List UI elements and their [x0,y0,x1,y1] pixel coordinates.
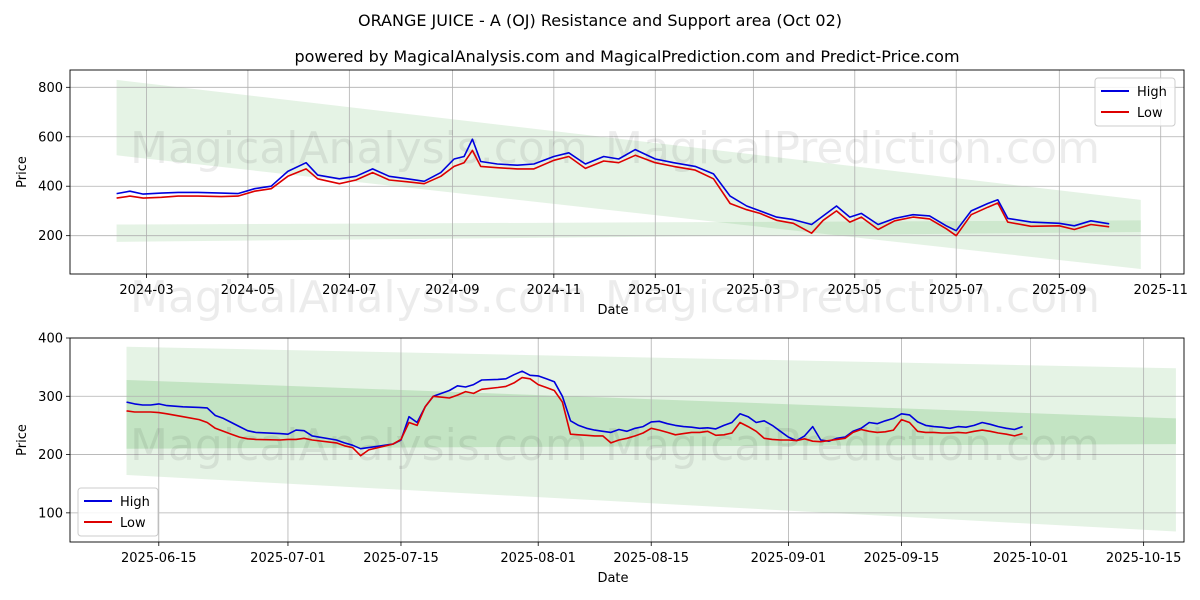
y-tick-label: 300 [38,390,63,405]
x-tick-label: 2025-08-15 [613,551,689,566]
x-tick-label: 2025-09-01 [751,551,827,566]
legend-label-low: Low [120,516,146,531]
y-tick-label: 400 [38,180,63,195]
watermark-text: MagicalAnalysis.com [130,272,588,323]
x-tick-label: 2025-03 [726,283,780,298]
series-line-low [116,149,1110,237]
watermark-text: MagicalAnalysis.com [130,123,588,174]
x-tick-label: 2025-01 [628,283,682,298]
x-axis-label: Date [597,303,628,318]
series-line-high [126,370,1023,450]
x-tick-label: 2025-07 [929,283,983,298]
legend-label-high: High [120,495,150,510]
watermark-text: MagicalAnalysis.com [130,420,588,471]
watermark-text: MagicalPrediction.com [605,272,1100,323]
y-tick-label: 800 [38,81,63,96]
x-tick-label: 2025-07-01 [250,551,326,566]
x-tick-label: 2024-09 [425,283,479,298]
x-tick-label: 2025-09-15 [864,551,940,566]
legend: High Low [1094,77,1176,127]
x-tick-label: 2025-05 [828,283,882,298]
x-tick-label: 2025-11 [1134,283,1188,298]
x-tick-label: 2025-10-15 [1106,551,1182,566]
x-tick-label: 2025-07-15 [363,551,439,566]
top-panel: 200 400 600 800 2024-03 2024-05 2024-07 2024-09… [15,69,1188,323]
legend-label-high: High [1137,85,1167,100]
x-tick-label: 2024-07 [322,283,376,298]
x-tick-label: 2025-06-15 [121,551,197,566]
x-tick-label: 2024-05 [221,283,275,298]
y-tick-label: 200 [38,448,63,463]
series-line-low [126,376,1023,457]
x-tick-label: 2025-10-01 [993,551,1069,566]
y-tick-label: 100 [38,506,63,521]
x-tick-label: 2024-03 [119,283,173,298]
y-tick-label: 200 [38,229,63,244]
bottom-panel: 100 200 300 400 2025-06-15 2025-07-01 2025-07-… [15,332,1185,586]
support-resistance-band-0 [116,79,1141,270]
chart-subtitle: powered by MagicalAnalysis.com and Magic… [294,47,959,66]
legend-label-low: Low [1137,106,1163,121]
watermark-text: MagicalPrediction.com [605,420,1100,471]
y-tick-label: 400 [38,332,63,347]
series-line-high [116,138,1110,232]
y-tick-label: 600 [38,130,63,145]
x-tick-label: 2024-11 [527,283,581,298]
x-axis-label: Date [597,571,628,586]
chart-title: ORANGE JUICE - A (OJ) Resistance and Sup… [358,11,842,30]
y-axis-label: Price [15,156,30,188]
plot-frame [69,69,1185,275]
x-tick-label: 2025-08-01 [500,551,576,566]
legend: High Low [77,487,159,537]
y-axis-label: Price [15,424,30,456]
watermark-text: MagicalPrediction.com [605,123,1100,174]
x-tick-label: 2025-09 [1032,283,1086,298]
plot-frame [69,337,1185,543]
